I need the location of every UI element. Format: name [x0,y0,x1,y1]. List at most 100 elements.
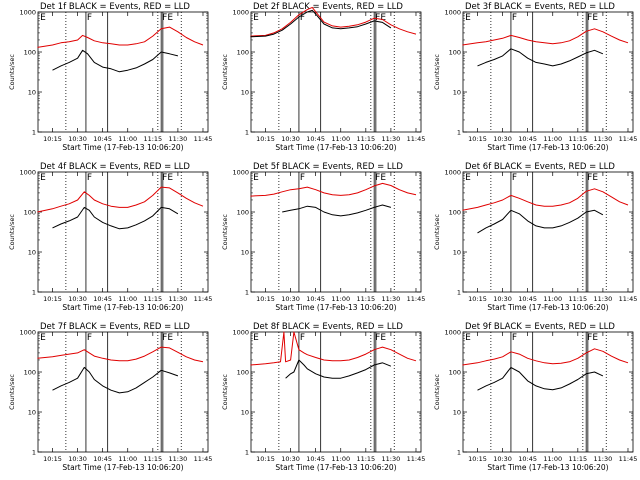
x-axis-title: Start Time (17-Feb-13 10:06:20) [62,143,183,152]
y-tick-label: 100 [24,49,36,57]
attenuator-state-label: FE [587,13,598,23]
x-tick-label: 11:00 [543,455,562,463]
chart-panel-5: Det 5f BLACK = Events, RED = LLD 1 10 100 10… [221,162,425,312]
plot-frame [37,331,209,453]
x-tick-label: 11:30 [594,295,613,303]
y-axis-title: Counts/sec [433,214,441,250]
attenuator-state-label: FE [587,333,598,343]
x-tick-label: 10:15 [468,455,487,463]
y-tick-label: 10 [453,89,461,97]
y-axis-title: Counts/sec [8,374,16,410]
x-tick-label: 11:30 [382,455,401,463]
y-axis-title: Counts/sec [433,54,441,90]
y-tick-label: 100 [237,369,249,377]
x-tick-label: 10:15 [256,295,275,303]
x-axis-title: Start Time (17-Feb-13 10:06:20) [487,143,608,152]
x-tick-label: 10:15 [468,295,487,303]
y-tick-label: 1 [32,129,36,137]
x-tick-label: 11:45 [619,135,638,143]
x-tick-label: 11:45 [619,295,638,303]
y-tick-label: 1 [245,289,249,297]
x-tick-label: 11:00 [118,455,137,463]
x-tick-label: 10:30 [68,295,87,303]
y-tick-label: 1000 [19,9,36,17]
attenuator-state-label: F [87,173,92,183]
x-tick-label: 10:15 [43,295,62,303]
attenuator-state-label: E [40,333,46,343]
series-line-lld [37,26,204,48]
y-tick-label: 100 [237,209,249,217]
plot-frame [462,11,634,133]
x-tick-label: 11:15 [568,295,587,303]
x-tick-label: 11:30 [594,135,613,143]
x-tick-label: 11:15 [143,455,162,463]
panel-title: Det 7f BLACK = Events, RED = LLD [40,322,190,332]
x-tick-label: 10:15 [43,135,62,143]
x-tick-label: 10:30 [281,135,300,143]
attenuator-state-label: F [512,333,517,343]
x-tick-label: 11:00 [331,135,350,143]
panel-title: Det 3f BLACK = Events, RED = LLD [465,2,615,12]
x-tick-label: 11:30 [169,295,188,303]
y-tick-label: 1 [245,129,249,137]
x-tick-label: 10:45 [518,135,537,143]
series-line-events [250,9,392,38]
x-tick-label: 10:45 [306,295,325,303]
attenuator-state-label: E [253,173,259,183]
series-line-events [477,48,604,67]
attenuator-state-label: FE [587,173,598,183]
series-line-lld [250,331,417,366]
y-tick-label: 100 [449,49,461,57]
y-tick-label: 1000 [444,169,461,177]
x-axis-title: Start Time (17-Feb-13 10:06:20) [487,303,608,312]
x-tick-label: 11:45 [619,455,638,463]
plot-frame [37,171,209,293]
plot-frame [462,331,634,453]
series-line-events [282,204,392,217]
series-line-lld [37,186,204,213]
x-tick-label: 11:15 [143,295,162,303]
y-tick-label: 100 [449,369,461,377]
x-tick-label: 11:00 [543,135,562,143]
attenuator-state-label: E [465,173,471,183]
attenuator-state-label: FE [162,173,173,183]
y-tick-label: 10 [453,249,461,257]
x-tick-label: 11:15 [356,455,375,463]
plot-frame [250,171,422,293]
attenuator-state-label: E [253,13,259,23]
series-line-events [477,209,604,234]
attenuator-state-label: FE [375,13,386,23]
x-axis-title: Start Time (17-Feb-13 10:06:20) [275,143,396,152]
x-tick-label: 11:00 [543,295,562,303]
x-axis-title: Start Time (17-Feb-13 10:06:20) [275,303,396,312]
x-tick-label: 11:45 [194,295,213,303]
x-axis-title: Start Time (17-Feb-13 10:06:20) [62,303,183,312]
y-tick-label: 1 [457,129,461,137]
x-tick-label: 11:00 [118,295,137,303]
x-tick-label: 11:30 [169,455,188,463]
y-tick-label: 1000 [232,9,249,17]
panel-title: Det 4f BLACK = Events, RED = LLD [40,162,190,172]
x-tick-label: 10:30 [493,455,512,463]
y-tick-label: 10 [28,249,36,257]
attenuator-state-label: F [300,333,305,343]
y-tick-label: 100 [24,369,36,377]
series-line-events [477,366,604,391]
y-axis-title: Counts/sec [433,374,441,410]
series-line-lld [462,348,629,366]
attenuator-state-label: E [465,13,471,23]
y-tick-label: 1 [32,289,36,297]
x-tick-label: 10:30 [281,455,300,463]
attenuator-state-label: E [40,173,46,183]
x-tick-label: 11:15 [356,135,375,143]
x-tick-label: 11:00 [331,295,350,303]
x-tick-label: 10:30 [493,295,512,303]
y-tick-label: 1 [245,449,249,457]
series-line-lld [250,6,417,37]
x-tick-label: 11:45 [407,135,426,143]
x-tick-label: 11:00 [118,135,137,143]
y-tick-label: 10 [241,409,249,417]
x-tick-label: 11:00 [331,455,350,463]
attenuator-state-label: F [87,333,92,343]
y-axis-title: Counts/sec [221,374,229,410]
